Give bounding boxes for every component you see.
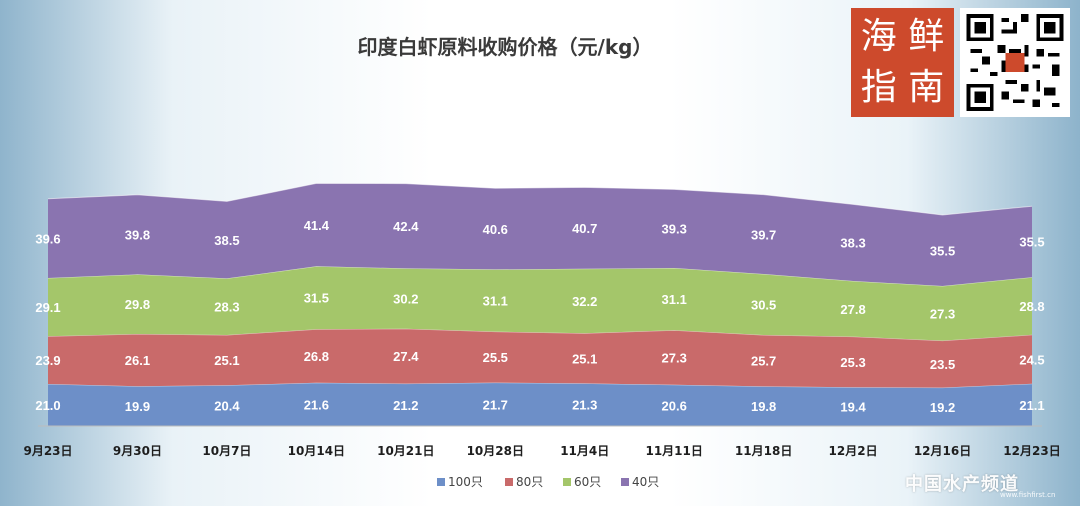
legend-label: 40只 (632, 475, 659, 489)
data-label: 21.7 (483, 397, 508, 412)
data-label: 25.3 (840, 355, 865, 370)
data-label: 29.8 (125, 297, 150, 312)
data-label: 19.4 (840, 400, 866, 415)
logo-char: 南 (908, 66, 945, 108)
data-label: 35.5 (930, 244, 955, 259)
legend-label: 60只 (574, 475, 601, 489)
data-label: 20.6 (662, 398, 687, 413)
data-label: 38.3 (840, 236, 865, 251)
brand-logo: 海 鲜 指 南 (851, 8, 954, 117)
x-tick-label: 10月14日 (288, 444, 345, 458)
data-label: 39.6 (35, 231, 60, 246)
data-label: 20.4 (214, 399, 240, 414)
data-label: 30.5 (751, 298, 776, 313)
watermark-text: 中国水产频道 (905, 474, 1019, 495)
data-label: 21.3 (572, 398, 597, 413)
data-label: 29.1 (35, 300, 60, 315)
x-tick-label: 10月28日 (467, 444, 524, 458)
data-label: 25.7 (751, 354, 776, 369)
data-label: 19.8 (751, 399, 776, 414)
area-layers (47, 182, 1033, 426)
x-tick-label: 11月18日 (735, 444, 792, 458)
area-edge-3 (47, 265, 1033, 287)
data-label: 30.2 (393, 292, 418, 307)
data-label: 25.1 (214, 353, 239, 368)
area-edge-4 (47, 182, 1033, 216)
data-label: 21.6 (304, 397, 329, 412)
qr-code-icon (966, 14, 1064, 111)
logo-char: 海 (860, 16, 897, 58)
data-label: 19.9 (125, 399, 150, 414)
data-label: 42.4 (393, 219, 419, 234)
x-tick-label: 10月7日 (202, 444, 251, 458)
x-axis-ticks: 9月23日 9月30日 10月7日 10月14日 10月21日 10月28日 11月4日 11… (23, 444, 1060, 458)
data-label: 23.9 (35, 353, 60, 368)
x-tick-label: 9月23日 (23, 444, 72, 458)
data-label: 31.1 (662, 292, 687, 307)
data-label: 32.2 (572, 294, 597, 309)
data-label: 39.8 (125, 228, 150, 243)
qr-code (960, 8, 1070, 117)
legend-swatch (563, 478, 571, 486)
x-tick-label: 11月11日 (645, 444, 702, 458)
data-label: 39.3 (662, 222, 687, 237)
logo-char: 鲜 (908, 16, 945, 58)
data-label: 31.5 (304, 291, 329, 306)
legend-label: 80只 (516, 475, 543, 489)
area-series-3 (48, 266, 1032, 341)
data-label: 21.0 (35, 398, 60, 413)
data-label: 27.3 (930, 306, 955, 321)
area-series-4 (48, 183, 1032, 286)
data-label: 38.5 (214, 233, 239, 248)
legend-swatch (621, 478, 629, 486)
area-series-1 (48, 382, 1032, 426)
area-series-2 (48, 328, 1032, 388)
data-label: 27.8 (840, 302, 865, 317)
x-tick-label: 12月2日 (829, 444, 878, 458)
legend: 100只 80只 60只 40只 (437, 475, 659, 489)
data-labels: 21.0 19.9 20.4 21.6 21.2 21.7 21.3 20.6 19.8 19.4… (35, 218, 1044, 415)
logo-char: 指 (860, 66, 897, 108)
data-label: 23.5 (930, 357, 955, 372)
data-label: 28.8 (1019, 299, 1044, 314)
data-label: 27.4 (393, 349, 419, 364)
x-tick-label: 9月30日 (113, 444, 162, 458)
data-label: 25.1 (572, 351, 597, 366)
data-label: 40.6 (483, 222, 508, 237)
data-label: 40.7 (572, 221, 597, 236)
data-label: 26.8 (304, 349, 329, 364)
x-tick-label: 10月21日 (377, 444, 434, 458)
data-label: 21.2 (393, 398, 418, 413)
data-label: 25.5 (483, 350, 508, 365)
data-label: 21.1 (1019, 398, 1044, 413)
data-label: 24.5 (1019, 352, 1044, 367)
x-tick-label: 12月16日 (914, 444, 971, 458)
data-label: 27.3 (662, 351, 687, 366)
data-label: 28.3 (214, 300, 239, 315)
data-label: 31.1 (483, 294, 508, 309)
data-label: 35.5 (1019, 235, 1044, 250)
x-tick-label: 11月4日 (560, 444, 609, 458)
legend-swatch (505, 478, 513, 486)
chart-title: 印度白虾原料收购价格（元/kg） (358, 35, 653, 59)
watermark-url: www.fishfirst.cn (1000, 491, 1056, 499)
legend-swatch (437, 478, 445, 486)
data-label: 19.2 (930, 400, 955, 415)
data-label: 26.1 (125, 353, 150, 368)
legend-label: 100只 (448, 475, 483, 489)
data-label: 39.7 (751, 227, 776, 242)
data-label: 41.4 (304, 218, 330, 233)
x-tick-label: 12月23日 (1003, 444, 1060, 458)
